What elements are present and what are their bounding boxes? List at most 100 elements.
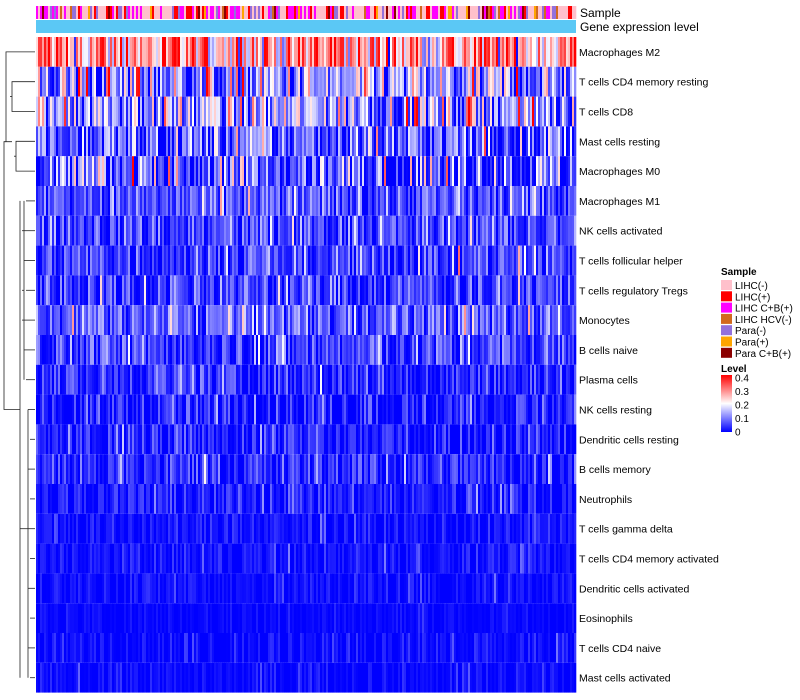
heatmap-cell bbox=[540, 364, 543, 395]
heatmap-cell bbox=[398, 186, 401, 216]
heatmap-cell bbox=[366, 364, 369, 395]
heatmap-cell bbox=[320, 275, 323, 306]
heatmap-cell bbox=[296, 215, 299, 246]
heatmap-cell bbox=[462, 275, 465, 306]
heatmap-cell bbox=[300, 245, 303, 276]
heatmap-cell bbox=[312, 454, 315, 484]
heatmap-cell bbox=[382, 305, 385, 335]
heatmap-cell bbox=[102, 275, 105, 306]
heatmap-cell bbox=[564, 126, 567, 157]
heatmap-cell bbox=[400, 394, 403, 425]
heatmap-cell bbox=[214, 96, 217, 127]
heatmap-cell bbox=[360, 245, 363, 276]
heatmap-cell bbox=[392, 424, 395, 455]
heatmap-cell bbox=[136, 275, 139, 306]
heatmap-cell bbox=[386, 215, 389, 246]
heatmap-cell bbox=[308, 454, 311, 484]
heatmap-cell bbox=[476, 37, 479, 67]
heatmap-cell bbox=[248, 484, 251, 514]
heatmap-cell bbox=[208, 394, 211, 425]
heatmap-cell bbox=[218, 394, 221, 425]
heatmap-cell bbox=[244, 275, 247, 306]
heatmap-cell bbox=[412, 96, 415, 127]
heatmap-cell bbox=[394, 186, 397, 216]
heatmap-cell bbox=[572, 275, 575, 306]
heatmap-cell bbox=[172, 484, 175, 514]
heatmap-cell bbox=[200, 543, 203, 574]
dendrogram-branch bbox=[3, 141, 20, 410]
heatmap-cell bbox=[324, 96, 327, 127]
heatmap-cell bbox=[322, 156, 325, 186]
heatmap-cell bbox=[240, 394, 243, 425]
heatmap-cell bbox=[302, 424, 305, 455]
heatmap-cell bbox=[402, 215, 405, 246]
heatmap-cell bbox=[332, 66, 335, 97]
heatmap-cell bbox=[434, 454, 437, 484]
heatmap-cell bbox=[88, 484, 91, 514]
heatmap-cell bbox=[124, 543, 127, 574]
heatmap-cell bbox=[50, 66, 53, 97]
heatmap-cell bbox=[424, 424, 427, 455]
heatmap-cell bbox=[450, 126, 453, 157]
heatmap-cell bbox=[264, 305, 267, 335]
heatmap-cell bbox=[476, 215, 479, 246]
heatmap-cell bbox=[268, 215, 271, 246]
heatmap-cell bbox=[166, 215, 169, 246]
heatmap-cell bbox=[228, 484, 231, 514]
heatmap-cell bbox=[368, 335, 371, 365]
heatmap-cell bbox=[110, 335, 113, 365]
heatmap-cell bbox=[352, 126, 355, 157]
heatmap-cell bbox=[294, 454, 297, 484]
heatmap-cell bbox=[420, 215, 423, 246]
heatmap-cell bbox=[290, 364, 293, 395]
heatmap-cell bbox=[182, 543, 185, 574]
heatmap-cell bbox=[370, 66, 373, 97]
heatmap-cell bbox=[110, 543, 113, 574]
heatmap-cell bbox=[546, 96, 549, 127]
heatmap-cell bbox=[434, 335, 437, 365]
heatmap-cell bbox=[514, 513, 517, 544]
heatmap-cell bbox=[476, 66, 479, 97]
heatmap-cell bbox=[90, 364, 93, 395]
heatmap-cell bbox=[204, 96, 207, 127]
heatmap-cell bbox=[190, 543, 193, 574]
heatmap-cell bbox=[442, 394, 445, 425]
heatmap-cell bbox=[126, 394, 129, 425]
sample-annotation-cell bbox=[100, 6, 103, 19]
heatmap-cell bbox=[390, 156, 393, 186]
heatmap-cell bbox=[568, 454, 571, 484]
heatmap-cell bbox=[502, 424, 505, 455]
heatmap-cell bbox=[100, 543, 103, 574]
heatmap-cell bbox=[408, 484, 411, 514]
heatmap-cell bbox=[252, 156, 255, 186]
heatmap-cell bbox=[256, 126, 259, 157]
heatmap-cell bbox=[428, 364, 431, 395]
heatmap-cell bbox=[272, 275, 275, 306]
heatmap-cell bbox=[366, 156, 369, 186]
heatmap-cell bbox=[196, 543, 199, 574]
sample-annotation-cell bbox=[408, 6, 411, 19]
heatmap-cell bbox=[218, 96, 221, 127]
heatmap-cell bbox=[368, 186, 371, 216]
heatmap-cell bbox=[236, 454, 239, 484]
heatmap-cell bbox=[198, 513, 201, 544]
heatmap-cell bbox=[392, 37, 395, 67]
heatmap-cell bbox=[384, 513, 387, 544]
heatmap-cell bbox=[546, 156, 549, 186]
heatmap-cell bbox=[284, 454, 287, 484]
heatmap-cell bbox=[38, 215, 41, 246]
heatmap-cell bbox=[558, 245, 561, 276]
heatmap-cell bbox=[164, 335, 167, 365]
heatmap-cell bbox=[64, 156, 67, 186]
heatmap-cell bbox=[92, 424, 95, 455]
heatmap-cell bbox=[390, 245, 393, 276]
heatmap-cell bbox=[352, 424, 355, 455]
heatmap-cell bbox=[102, 513, 105, 544]
heatmap-cell bbox=[500, 156, 503, 186]
heatmap-cell bbox=[516, 305, 519, 335]
heatmap-cell bbox=[518, 66, 521, 97]
heatmap-cell bbox=[60, 186, 63, 216]
heatmap-cell bbox=[406, 364, 409, 395]
heatmap-cell bbox=[408, 126, 411, 157]
heatmap-cell bbox=[414, 454, 417, 484]
